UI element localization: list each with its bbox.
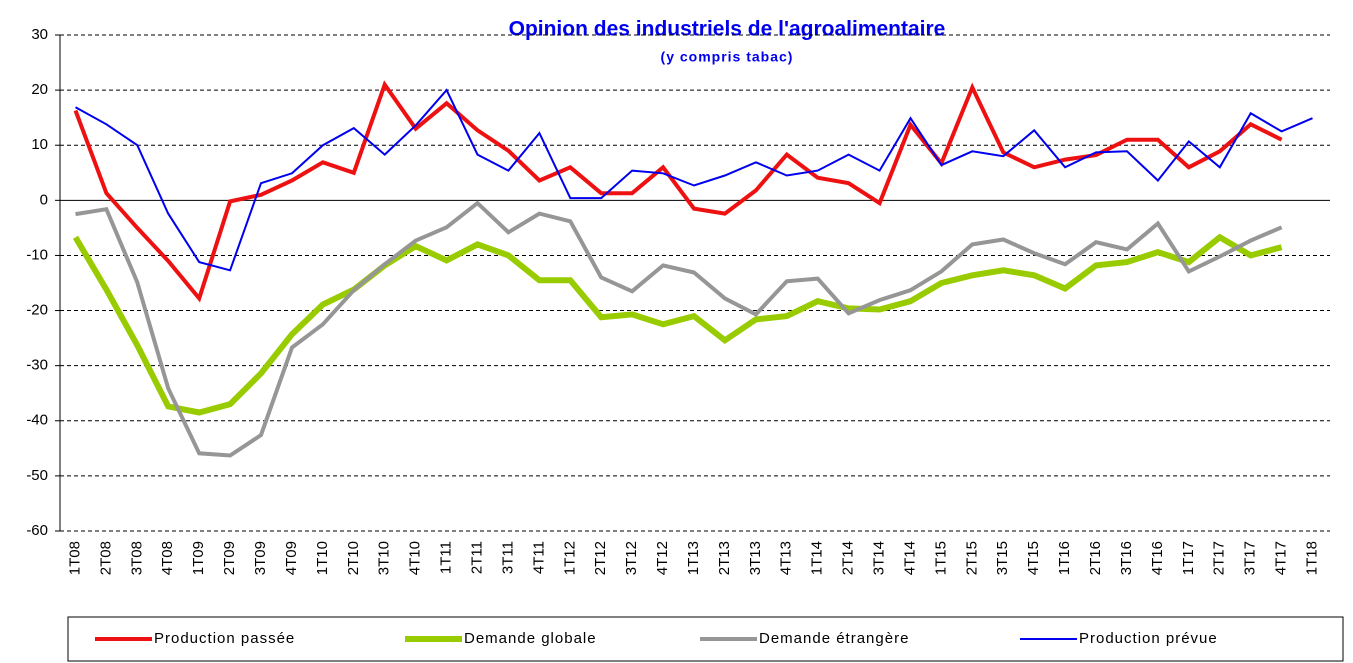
x-tick-label: 2T08	[97, 541, 114, 575]
x-tick-label: 2T09	[221, 541, 238, 575]
chart-title: Opinion des industriels de l'agroaliment…	[509, 18, 946, 41]
y-tick-label: 10	[31, 136, 48, 153]
series-line	[73, 80, 1283, 303]
x-tick-label: 2T10	[345, 541, 362, 575]
x-tick-label: 1T14	[809, 541, 826, 575]
x-tick-label: 2T16	[1087, 541, 1104, 575]
x-tick-label: 4T13	[778, 541, 795, 575]
y-tick-label: 0	[40, 191, 48, 208]
x-tick-label: 3T17	[1242, 541, 1259, 575]
x-tick-label: 2T17	[1211, 541, 1228, 575]
x-tick-label: 1T09	[190, 541, 207, 575]
x-tick-label: 2T15	[963, 541, 980, 575]
x-tick-label: 3T10	[376, 541, 393, 575]
x-tick-label: 1T10	[314, 541, 331, 575]
x-tick-label: 4T10	[407, 541, 424, 575]
x-tick-label: 4T16	[1149, 541, 1166, 575]
x-tick-label: 1T15	[932, 541, 949, 575]
legend-box	[67, 616, 1344, 662]
x-tick-label: 1T18	[1304, 541, 1321, 575]
x-tick-label: 3T13	[747, 541, 764, 575]
chart-subtitle: (y compris tabac)	[661, 49, 794, 65]
x-tick-label: 2T14	[840, 541, 857, 575]
x-tick-label: 3T15	[994, 541, 1011, 575]
y-tick-label: -50	[26, 467, 48, 484]
legend-label: Production passée	[154, 630, 295, 647]
x-tick-label: 3T12	[623, 541, 640, 575]
x-tick-label: 4T15	[1025, 541, 1042, 575]
legend-label: Demande globale	[464, 630, 597, 647]
y-tick-label: 30	[31, 26, 48, 43]
x-tick-label: 4T11	[530, 541, 547, 574]
x-tick-label: 4T14	[901, 541, 918, 575]
x-tick-label: 1T12	[561, 541, 578, 575]
x-tick-label: 2T12	[592, 541, 609, 575]
x-tick-label: 1T08	[66, 541, 83, 575]
x-tick-label: 4T12	[654, 541, 671, 575]
y-tick-label: -20	[26, 302, 48, 319]
x-tick-label: 3T14	[871, 541, 888, 575]
x-tick-label: 1T13	[685, 541, 702, 575]
y-tick-label: 20	[31, 81, 48, 98]
x-tick-label: 2T13	[716, 541, 733, 575]
x-tick-label: 1T16	[1056, 541, 1073, 575]
x-tick-label: 2T11	[468, 541, 485, 574]
x-tick-label: 4T17	[1273, 541, 1290, 575]
y-tick-label: -60	[26, 522, 48, 539]
y-tick-label: -30	[26, 357, 48, 374]
legend-label: Production prévue	[1079, 630, 1218, 647]
x-tick-label: 1T17	[1180, 541, 1197, 575]
series-line	[75, 88, 1313, 272]
legend-label: Demande étrangère	[759, 630, 909, 647]
x-tick-label: 1T11	[438, 541, 455, 574]
x-tick-label: 3T11	[499, 541, 516, 574]
x-tick-label: 4T08	[159, 541, 176, 575]
x-tick-label: 3T09	[252, 541, 269, 575]
y-tick-label: -10	[26, 246, 48, 263]
series-line	[72, 233, 1283, 416]
y-tick-label: -40	[26, 412, 48, 429]
x-tick-label: 3T08	[128, 541, 145, 575]
series-line	[75, 200, 1283, 458]
x-tick-label: 4T09	[283, 541, 300, 575]
x-tick-label: 3T16	[1118, 541, 1135, 575]
